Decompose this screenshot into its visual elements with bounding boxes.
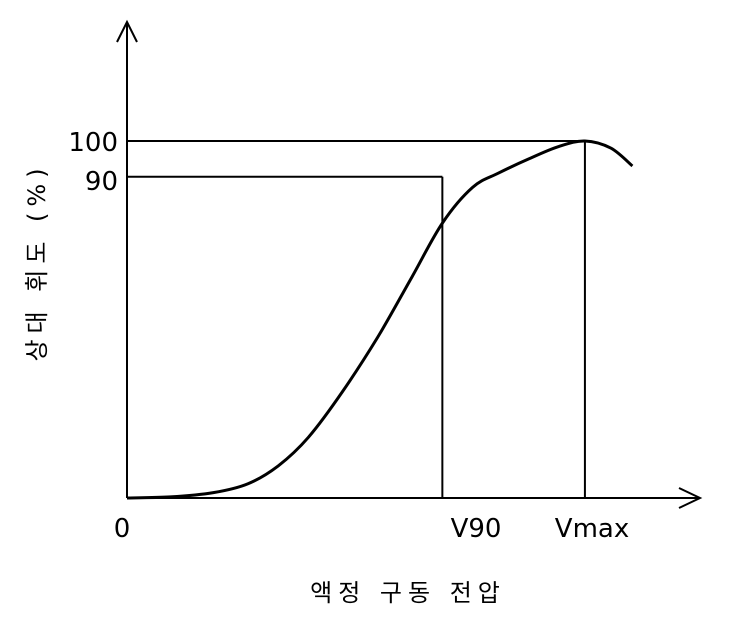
y-tick-label-90: 90 bbox=[85, 167, 118, 197]
tick-labels: 0 V90 Vmax 90 100 bbox=[68, 128, 629, 544]
x-tick-label-0: 0 bbox=[114, 514, 131, 544]
reference-lines bbox=[127, 141, 585, 498]
y-axis-title: 상대 휘도 (%) bbox=[23, 162, 51, 361]
y-tick-label-100: 100 bbox=[68, 128, 118, 158]
x-axis-title: 액정 구동 전압 bbox=[310, 579, 506, 607]
x-tick-label-v90: V90 bbox=[451, 514, 502, 544]
luminance-curve bbox=[127, 141, 632, 498]
x-tick-label-vmax: Vmax bbox=[555, 514, 629, 544]
axes bbox=[117, 22, 700, 508]
